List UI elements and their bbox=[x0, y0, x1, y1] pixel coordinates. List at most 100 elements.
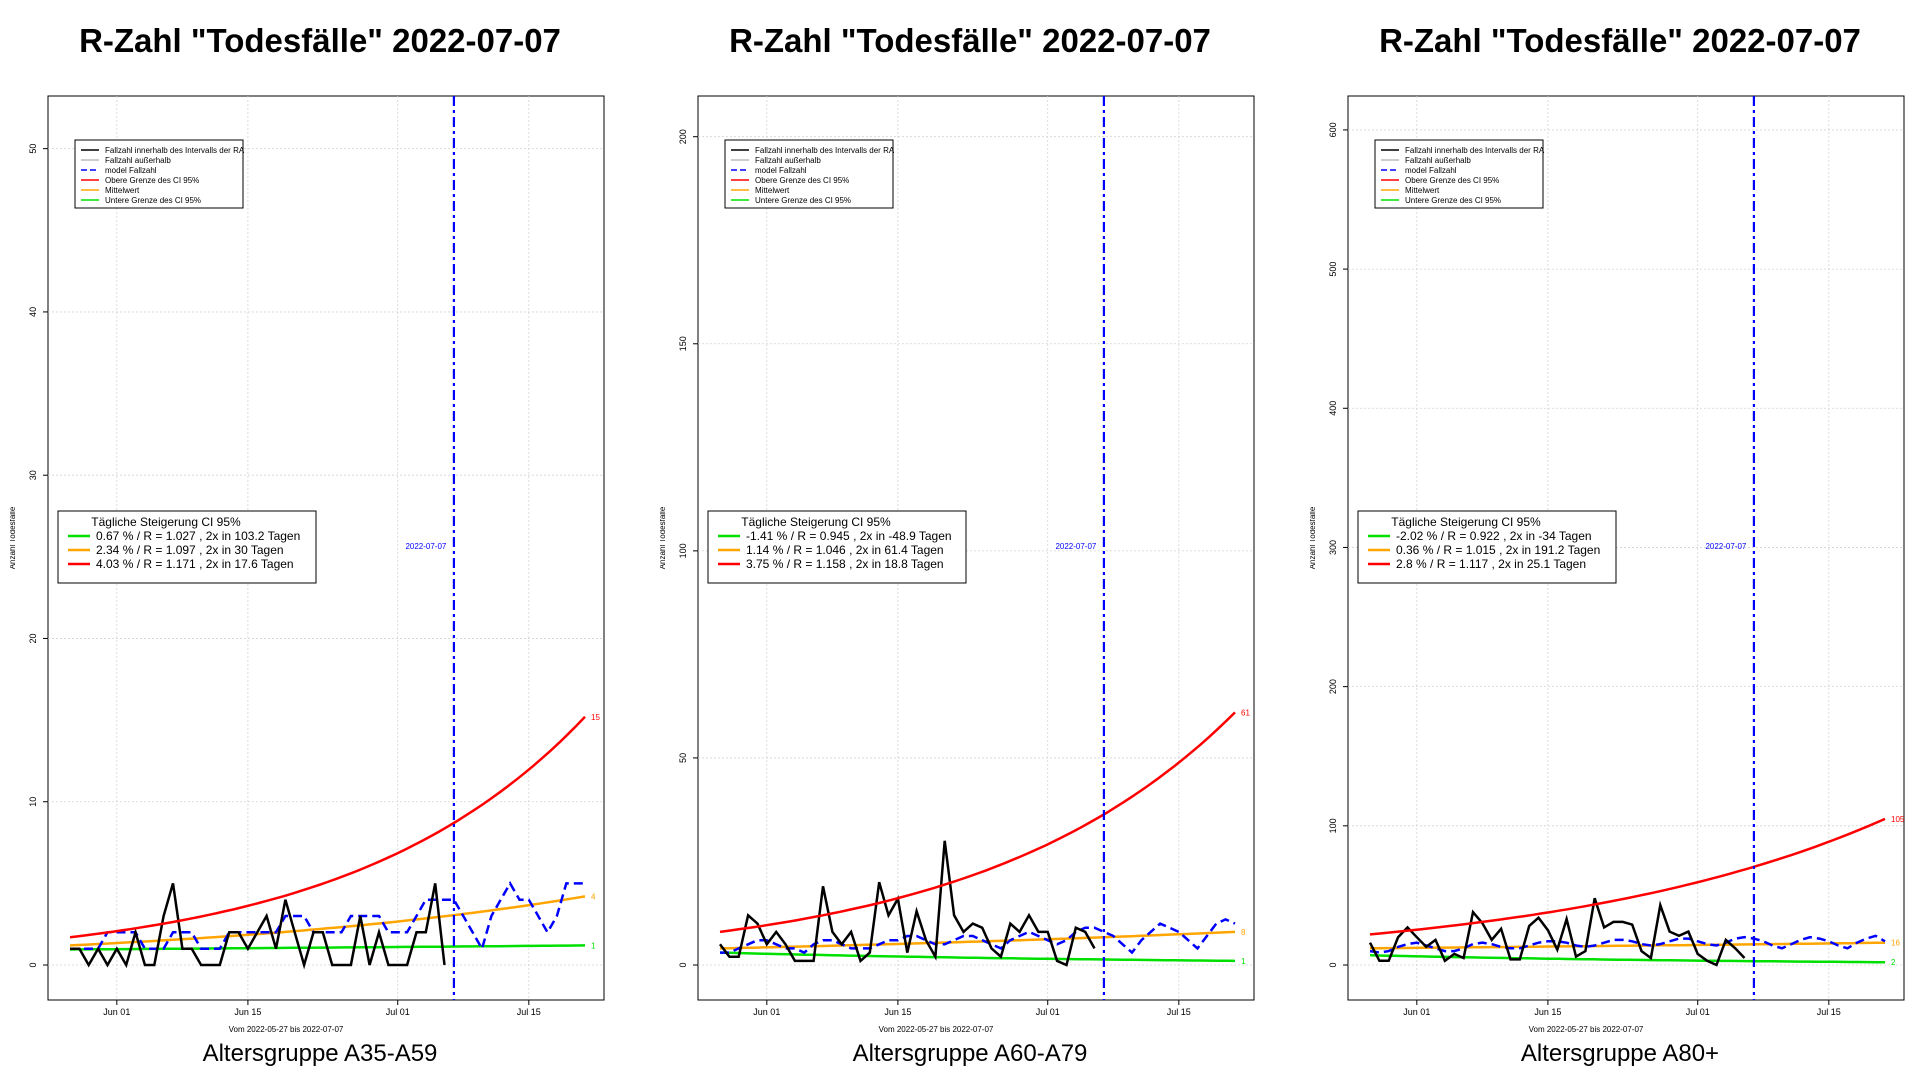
upper-end-label: 105 bbox=[1891, 815, 1905, 824]
plot-frame bbox=[47, 95, 605, 1001]
mean-line bbox=[1369, 941, 1886, 950]
y-tick-label: 400 bbox=[1328, 401, 1338, 416]
ci-line: 1.14 % / R = 1.046 , 2x in 61.4 Tagen bbox=[746, 543, 944, 557]
lower-end-label: 1 bbox=[1241, 957, 1246, 966]
lower-end-label: 1 bbox=[591, 941, 596, 950]
y-axis-label: Anzahl Todesfälle bbox=[10, 506, 17, 569]
legend-entry: Untere Grenze des CI 95% bbox=[105, 196, 201, 205]
x-tick-label: Jun 01 bbox=[103, 1007, 130, 1017]
legend-entry: Obere Grenze des CI 95% bbox=[105, 176, 199, 185]
lower-ci-line bbox=[719, 951, 1236, 963]
legend-box bbox=[74, 139, 244, 209]
y-tick-label: 200 bbox=[1328, 679, 1338, 694]
x-axis-label: Vom 2022-05-27 bis 2022-07-07 bbox=[1529, 1025, 1644, 1034]
model-fallzahl-line bbox=[1369, 934, 1886, 954]
date-marker-label: 2022-07-07 bbox=[1055, 542, 1096, 551]
chart-panel-a60-a79: R-Zahl "Todesfälle" 2022-07-07 0 50 100 150… bbox=[660, 0, 1280, 1080]
plot-frame bbox=[1347, 95, 1905, 1001]
ci-box bbox=[1357, 510, 1617, 584]
y-tick-label: 100 bbox=[678, 543, 688, 558]
legend-entry: model Fallzahl bbox=[755, 166, 807, 175]
y-tick-label: 200 bbox=[678, 129, 688, 144]
y-tick-label: 50 bbox=[28, 144, 38, 154]
legend-box bbox=[1374, 139, 1544, 209]
chart-subtitle: Altersgruppe A35-A59 bbox=[202, 1040, 438, 1067]
ci-box-title: Tägliche Steigerung CI 95% bbox=[1391, 515, 1541, 529]
chart-plot: 0 100 200 300 400 500 600 Jun 01 Jun 15 Jul 01 Jul… bbox=[1310, 95, 1905, 1034]
ci-box bbox=[707, 510, 967, 584]
mean-end-label: 16 bbox=[1891, 939, 1900, 948]
x-tick-label: Jun 15 bbox=[234, 1007, 261, 1017]
lower-end-label: 2 bbox=[1891, 958, 1896, 967]
ci-line: -2.02 % / R = 0.922 , 2x in -34 Tagen bbox=[1396, 529, 1592, 543]
chart-title: R-Zahl "Todesfälle" 2022-07-07 bbox=[1379, 22, 1861, 59]
upper-ci-line bbox=[69, 715, 586, 939]
mean-line bbox=[719, 930, 1236, 950]
legend-entry: Mittelwert bbox=[105, 186, 140, 195]
legend-entry: model Fallzahl bbox=[105, 166, 157, 175]
x-tick-label: Jul 15 bbox=[1167, 1007, 1191, 1017]
y-tick-label: 0 bbox=[678, 962, 688, 967]
x-tick-label: Jun 15 bbox=[1534, 1007, 1561, 1017]
ci-box bbox=[57, 510, 317, 584]
y-tick-label: 0 bbox=[28, 962, 38, 967]
legend-box bbox=[724, 139, 894, 209]
lower-ci-line bbox=[1369, 954, 1885, 964]
legend-entry: Obere Grenze des CI 95% bbox=[755, 176, 849, 185]
upper-end-label: 15 bbox=[591, 713, 600, 722]
legend-entry: model Fallzahl bbox=[1405, 166, 1457, 175]
ci-line: 4.03 % / R = 1.171 , 2x in 17.6 Tagen bbox=[96, 557, 294, 571]
ci-line: -1.41 % / R = 0.945 , 2x in -48.9 Tagen bbox=[746, 529, 952, 543]
y-tick-label: 10 bbox=[28, 797, 38, 807]
chart-panel-a35-a59: R-Zahl "Todesfälle" 2022-07-07 0 10 20 30 40… bbox=[10, 0, 630, 1080]
x-tick-label: Jul 01 bbox=[386, 1007, 410, 1017]
y-tick-label: 40 bbox=[28, 307, 38, 317]
chart-subtitle: Altersgruppe A80+ bbox=[1520, 1040, 1720, 1067]
fallzahl-line bbox=[719, 840, 1096, 967]
chart-title: R-Zahl "Todesfälle" 2022-07-07 bbox=[729, 22, 1211, 59]
y-axis-label: Anzahl Todesfälle bbox=[1310, 506, 1317, 569]
ci-line: 3.75 % / R = 1.158 , 2x in 18.8 Tagen bbox=[746, 557, 944, 571]
mean-end-label: 8 bbox=[1241, 928, 1246, 937]
y-tick-label: 150 bbox=[678, 336, 688, 351]
ci-line: 2.34 % / R = 1.097 , 2x in 30 Tagen bbox=[96, 543, 284, 557]
y-tick-label: 500 bbox=[1328, 262, 1338, 277]
ci-box-title: Tägliche Steigerung CI 95% bbox=[91, 515, 241, 529]
y-axis-label: Anzahl Todesfälle bbox=[660, 506, 667, 569]
legend-entry: Untere Grenze des CI 95% bbox=[1405, 196, 1501, 205]
chart-subtitle: Altersgruppe A60-A79 bbox=[852, 1040, 1088, 1067]
x-axis-label: Vom 2022-05-27 bis 2022-07-07 bbox=[229, 1025, 344, 1034]
legend-entry: Fallzahl außerhalb bbox=[105, 156, 171, 165]
plot-frame bbox=[697, 95, 1255, 1001]
legend-entry: Fallzahl außerhalb bbox=[1405, 156, 1471, 165]
ci-line: 0.67 % / R = 1.027 , 2x in 103.2 Tagen bbox=[96, 529, 300, 543]
x-tick-label: Jul 01 bbox=[1036, 1007, 1060, 1017]
x-tick-label: Jun 15 bbox=[884, 1007, 911, 1017]
upper-end-label: 61 bbox=[1241, 708, 1250, 717]
x-tick-label: Jul 01 bbox=[1686, 1007, 1710, 1017]
legend-entry: Mittelwert bbox=[1405, 186, 1440, 195]
chart-title: R-Zahl "Todesfälle" 2022-07-07 bbox=[79, 22, 561, 59]
date-marker-label: 2022-07-07 bbox=[405, 542, 446, 551]
y-tick-label: 0 bbox=[1328, 962, 1338, 967]
y-tick-label: 600 bbox=[1328, 122, 1338, 137]
mean-line bbox=[69, 895, 586, 947]
legend-entry: Fallzahl außerhalb bbox=[755, 156, 821, 165]
legend-entry: Obere Grenze des CI 95% bbox=[1405, 176, 1499, 185]
chart-plot: 0 50 100 150 200 Jun 01 Jun 15 Jul 01 Jul 15 Vom … bbox=[660, 95, 1255, 1034]
y-tick-label: 100 bbox=[1328, 818, 1338, 833]
y-tick-label: 20 bbox=[28, 633, 38, 643]
chart-panel-a80: R-Zahl "Todesfälle" 2022-07-07 0 100 200 30… bbox=[1310, 0, 1920, 1080]
ci-box-title: Tägliche Steigerung CI 95% bbox=[741, 515, 891, 529]
legend-entry: Fallzahl innerhalb des Intervalls der RA bbox=[105, 146, 245, 155]
x-tick-label: Jun 01 bbox=[753, 1007, 780, 1017]
upper-ci-line bbox=[719, 711, 1236, 934]
ci-line: 2.8 % / R = 1.117 , 2x in 25.1 Tagen bbox=[1396, 557, 1586, 571]
legend-entry: Fallzahl innerhalb des Intervalls der RA bbox=[1405, 146, 1545, 155]
legend-entry: Untere Grenze des CI 95% bbox=[755, 196, 851, 205]
model-fallzahl-line bbox=[720, 918, 1236, 955]
fallzahl-line bbox=[1368, 897, 1746, 967]
legend-entry: Mittelwert bbox=[755, 186, 790, 195]
x-axis-label: Vom 2022-05-27 bis 2022-07-07 bbox=[879, 1025, 994, 1034]
y-tick-label: 50 bbox=[678, 753, 688, 763]
